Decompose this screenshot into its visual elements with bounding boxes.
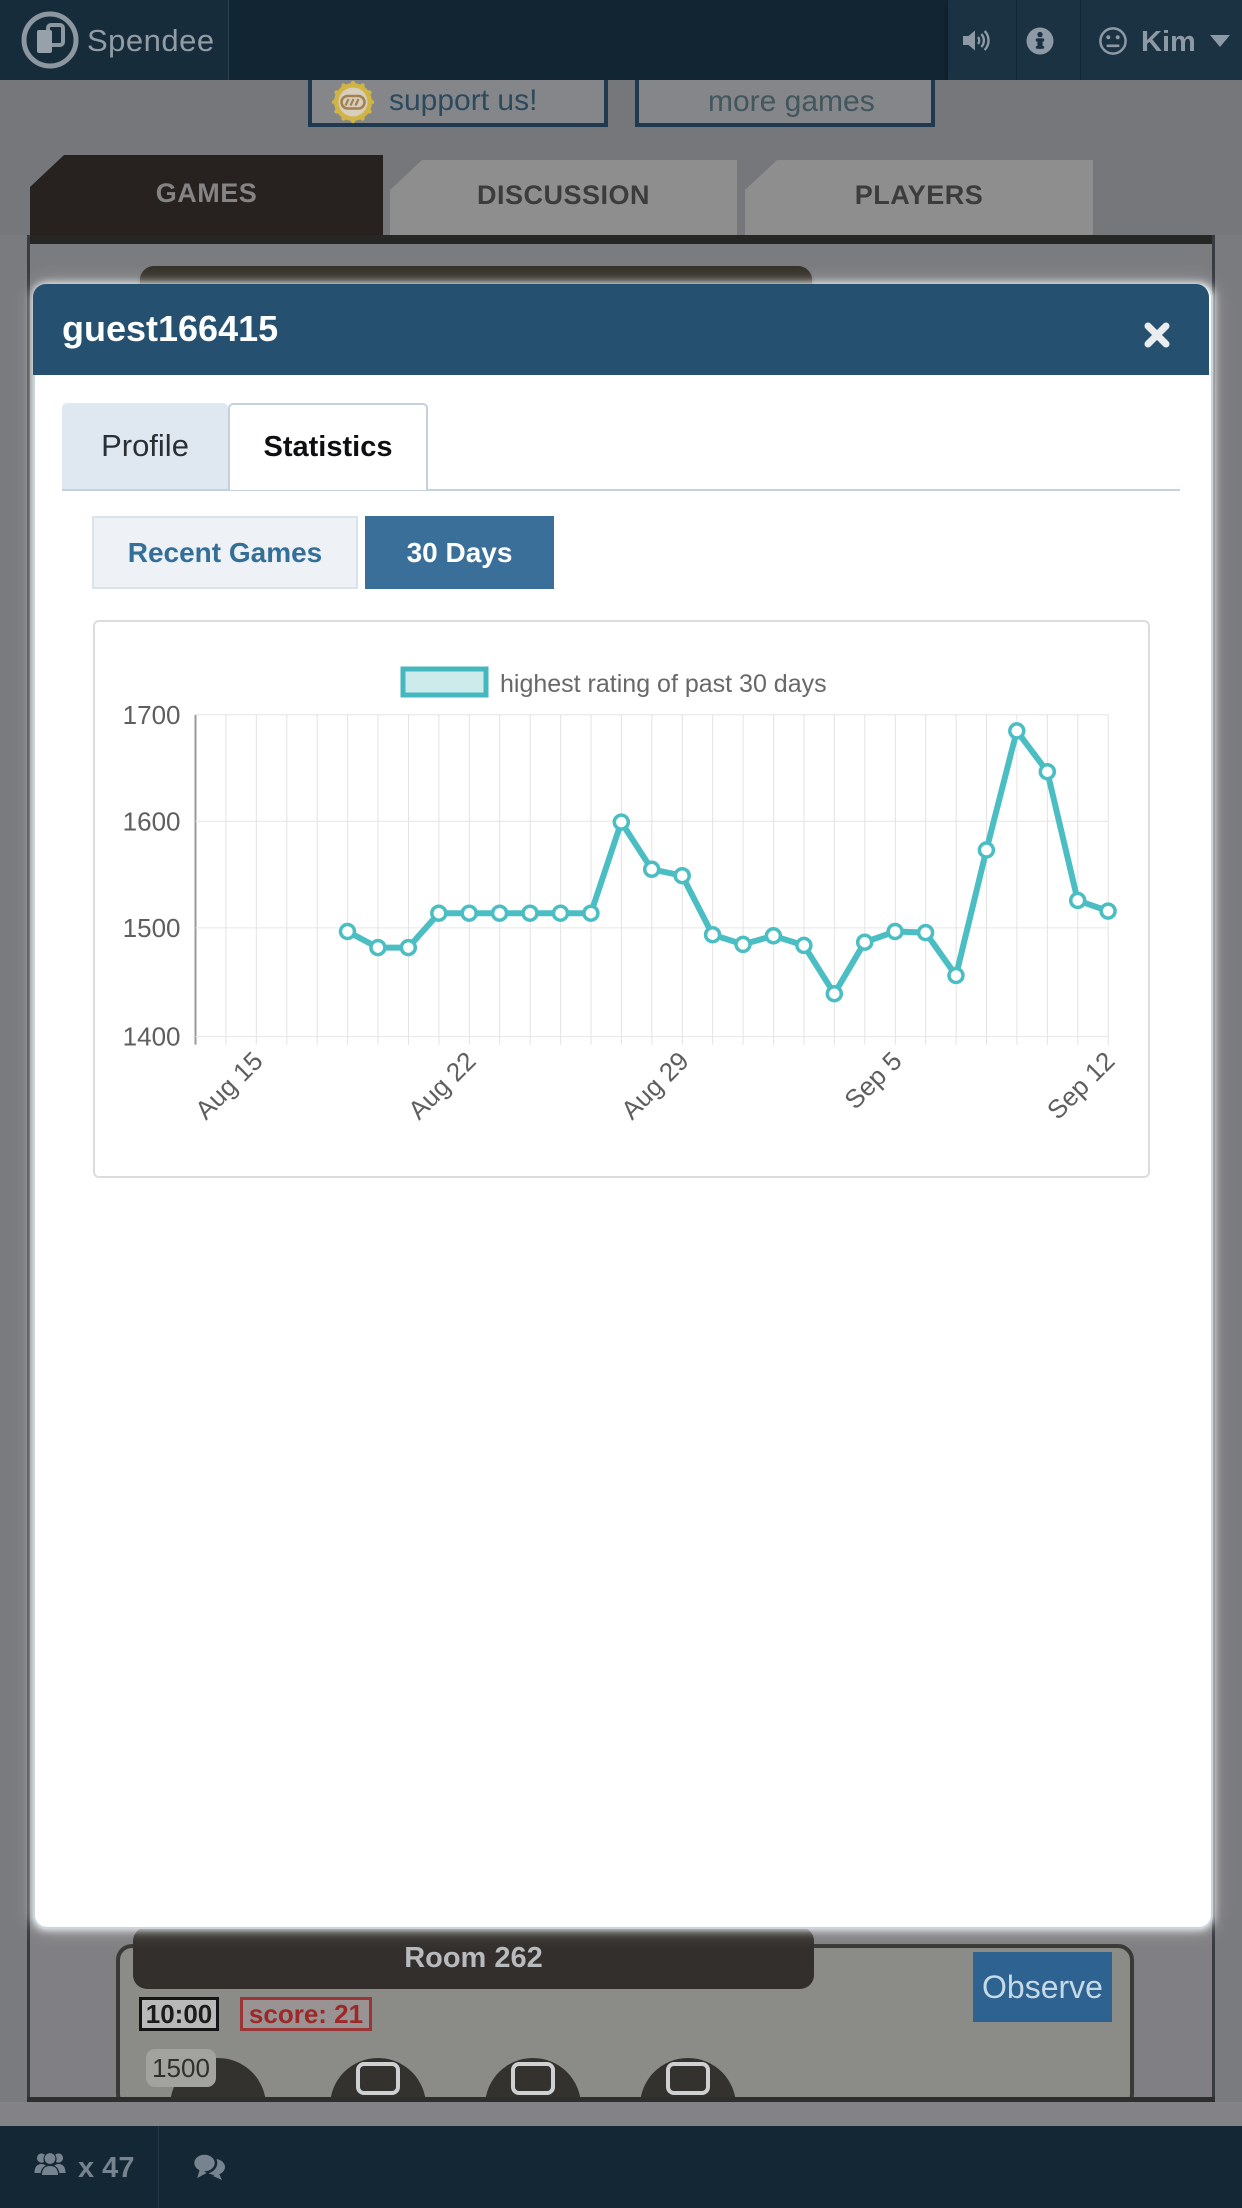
- svg-text:Aug 29: Aug 29: [615, 1046, 694, 1125]
- svg-text:1600: 1600: [123, 806, 181, 836]
- svg-text:highest rating of past 30 days: highest rating of past 30 days: [500, 670, 827, 698]
- svg-text:Sep 12: Sep 12: [1041, 1046, 1120, 1125]
- svg-text:Sep 5: Sep 5: [838, 1046, 907, 1115]
- svg-text:Aug 15: Aug 15: [189, 1046, 268, 1125]
- svg-text:1400: 1400: [123, 1022, 181, 1052]
- svg-text:1500: 1500: [123, 913, 181, 943]
- svg-text:Aug 22: Aug 22: [402, 1046, 481, 1125]
- svg-text:1700: 1700: [123, 700, 181, 730]
